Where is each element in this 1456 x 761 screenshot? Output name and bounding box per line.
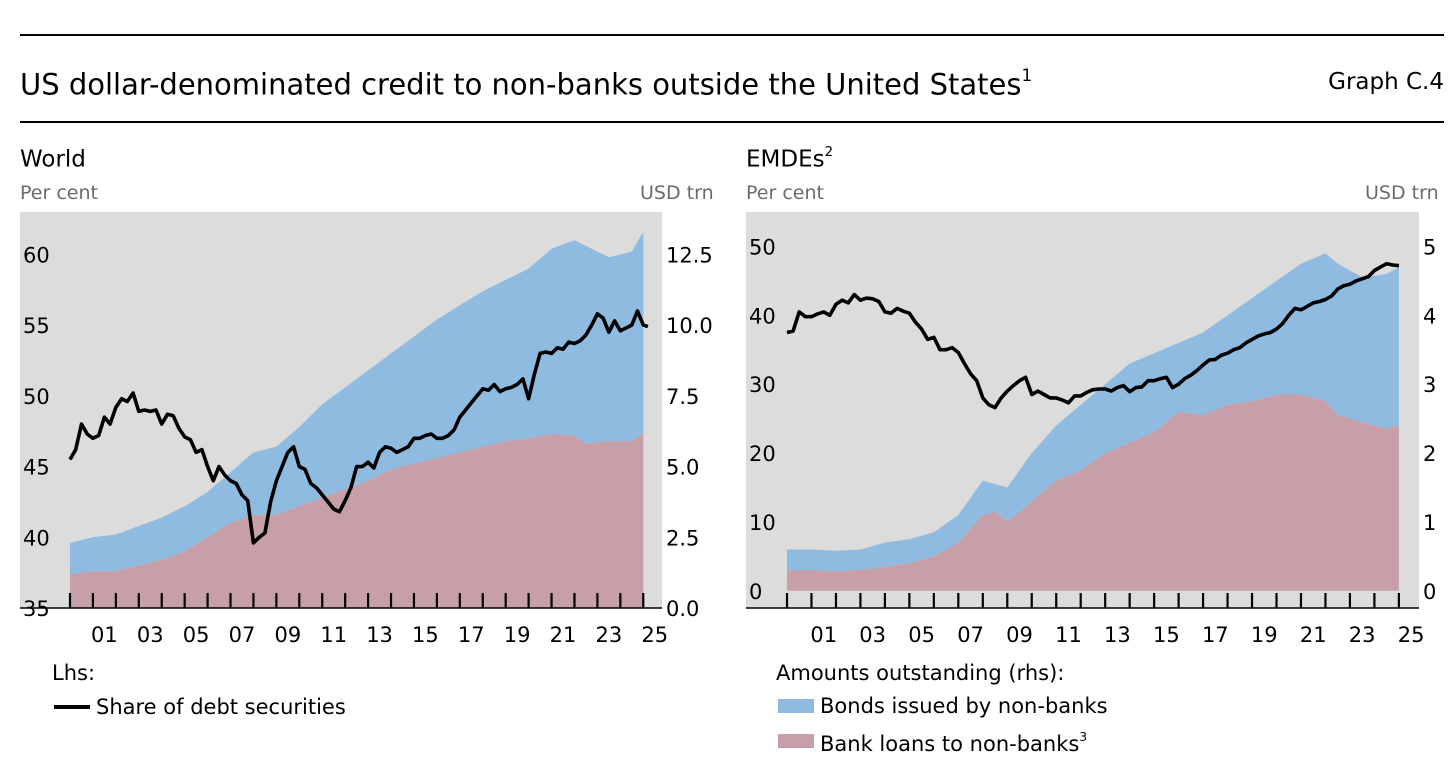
x-tick-label: 03 — [859, 623, 886, 647]
x-tick-label: 23 — [1349, 623, 1376, 647]
y-right-tick-label: 3 — [1423, 373, 1436, 397]
x-tick-label: 01 — [91, 623, 118, 647]
x-tick-label: 13 — [366, 623, 393, 647]
line-share — [786, 261, 1400, 410]
y-left-tick-label: 0 — [749, 580, 762, 604]
x-tick-label: 03 — [137, 623, 164, 647]
y-right-tick-label: 2 — [1423, 442, 1436, 466]
area-loans — [787, 394, 1399, 591]
legend-label-bonds: Bonds issued by non-banks — [820, 694, 1108, 718]
graph-number: Graph C.4 — [1328, 69, 1444, 95]
legend-label-share: Share of debt securities — [96, 695, 346, 719]
legend-swatch-share — [54, 705, 90, 709]
x-tick-label: 15 — [412, 623, 439, 647]
right-unit-world: USD trn — [640, 182, 714, 204]
legend-label-loans: Bank loans to non-banks3 — [820, 729, 1088, 756]
y-right-tick-label: 2.5 — [666, 526, 699, 550]
x-tick-label: 21 — [1300, 623, 1327, 647]
y-right-tick-label: 1 — [1423, 511, 1436, 535]
area-bonds — [787, 253, 1399, 572]
panel-title-world: World — [20, 146, 86, 173]
y-left-tick-label: 55 — [23, 314, 50, 338]
line-share — [68, 309, 649, 545]
x-tick-label: 17 — [1202, 623, 1229, 647]
y-right-tick-label: 0.0 — [666, 597, 699, 621]
x-tick-label: 21 — [550, 623, 577, 647]
legend-item-bonds: Bonds issued by non-banks — [778, 691, 1108, 721]
y-right-tick-label: 12.5 — [666, 243, 713, 267]
legend-swatch-loans — [778, 734, 814, 748]
y-left-tick-label: 45 — [23, 456, 50, 480]
y-right-tick-label: 0 — [1423, 580, 1436, 604]
area-loans — [70, 432, 644, 608]
y-right-tick-label: 5 — [1423, 235, 1436, 259]
legend-rhs-heading: Amounts outstanding (rhs): — [776, 661, 1065, 685]
y-right-tick-label: 7.5 — [666, 385, 699, 409]
x-tick-label: 01 — [810, 623, 837, 647]
x-tick-label: 07 — [229, 623, 256, 647]
x-tick-label: 25 — [1398, 623, 1425, 647]
legend-swatch-bonds — [778, 699, 814, 713]
y-left-tick-label: 60 — [23, 243, 50, 267]
chart-emdes: 01 03 05 07 09 11 13 15 17 19 21 23 2501020304050012… — [746, 212, 1436, 647]
left-unit-emdes: Per cent — [746, 182, 824, 204]
x-tick-label: 11 — [1055, 623, 1082, 647]
legend-item-loans: Bank loans to non-banks3 — [778, 726, 1087, 756]
y-right-tick-label: 5.0 — [666, 456, 699, 480]
right-unit-emdes: USD trn — [1365, 182, 1439, 204]
x-tick-label: 15 — [1153, 623, 1180, 647]
graph-title: US dollar-denominated credit to non-bank… — [20, 65, 1033, 102]
x-tick-label: 19 — [1251, 623, 1278, 647]
y-left-tick-label: 10 — [749, 511, 776, 535]
panel-title-emdes: EMDEs2 — [746, 145, 834, 173]
x-tick-label: 05 — [183, 623, 210, 647]
y-left-tick-label: 50 — [749, 235, 776, 259]
x-tick-label: 09 — [274, 623, 301, 647]
legend-item-share: Share of debt securities — [54, 692, 346, 722]
y-right-tick-label: 4 — [1423, 304, 1436, 328]
legend-lhs-heading: Lhs: — [52, 661, 96, 685]
x-tick-label: 19 — [504, 623, 531, 647]
x-tick-label: 17 — [458, 623, 485, 647]
area-bonds — [70, 231, 644, 575]
x-tick-label: 09 — [1006, 623, 1033, 647]
y-left-tick-label: 30 — [749, 373, 776, 397]
y-left-tick-label: 20 — [749, 442, 776, 466]
chart-world: 01 03 05 07 09 11 13 15 17 19 21 23 25 35 40 45 50 55 60 0.… — [20, 212, 713, 647]
y-left-tick-label: 40 — [749, 304, 776, 328]
y-left-tick-label: 50 — [23, 385, 50, 409]
y-left-tick-label: 40 — [23, 526, 50, 550]
x-tick-label: 23 — [596, 623, 623, 647]
x-tick-label: 11 — [320, 623, 347, 647]
x-tick-label: 13 — [1104, 623, 1131, 647]
x-tick-label: 07 — [957, 623, 984, 647]
x-tick-label: 05 — [908, 623, 935, 647]
y-left-tick-label: 35 — [23, 597, 50, 621]
left-unit-world: Per cent — [20, 182, 98, 204]
title-rule — [20, 121, 1444, 123]
y-right-tick-label: 10.0 — [666, 314, 713, 338]
x-tick-label: 25 — [641, 623, 668, 647]
top-rule — [20, 34, 1444, 36]
